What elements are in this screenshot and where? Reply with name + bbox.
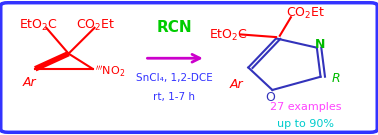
Text: up to 90%: up to 90% <box>277 119 334 129</box>
Text: EtO$_2$C: EtO$_2$C <box>209 28 248 43</box>
Text: Ar: Ar <box>229 78 243 91</box>
Text: SnCl₄, 1,2-DCE: SnCl₄, 1,2-DCE <box>136 73 212 83</box>
Text: EtO$_2$C: EtO$_2$C <box>19 18 57 33</box>
Text: 27 examples: 27 examples <box>270 102 341 112</box>
Text: RCN: RCN <box>156 20 192 35</box>
Text: $\mathit{'''}$NO$_2$: $\mathit{'''}$NO$_2$ <box>94 64 125 79</box>
Text: CO$_2$Et: CO$_2$Et <box>286 6 325 21</box>
Text: rt, 1-7 h: rt, 1-7 h <box>153 92 195 102</box>
Text: N: N <box>314 38 325 51</box>
Text: O: O <box>266 91 276 104</box>
FancyBboxPatch shape <box>1 3 377 132</box>
Text: R: R <box>332 72 341 85</box>
Text: Ar: Ar <box>23 76 37 89</box>
Text: CO$_2$Et: CO$_2$Et <box>76 18 115 33</box>
